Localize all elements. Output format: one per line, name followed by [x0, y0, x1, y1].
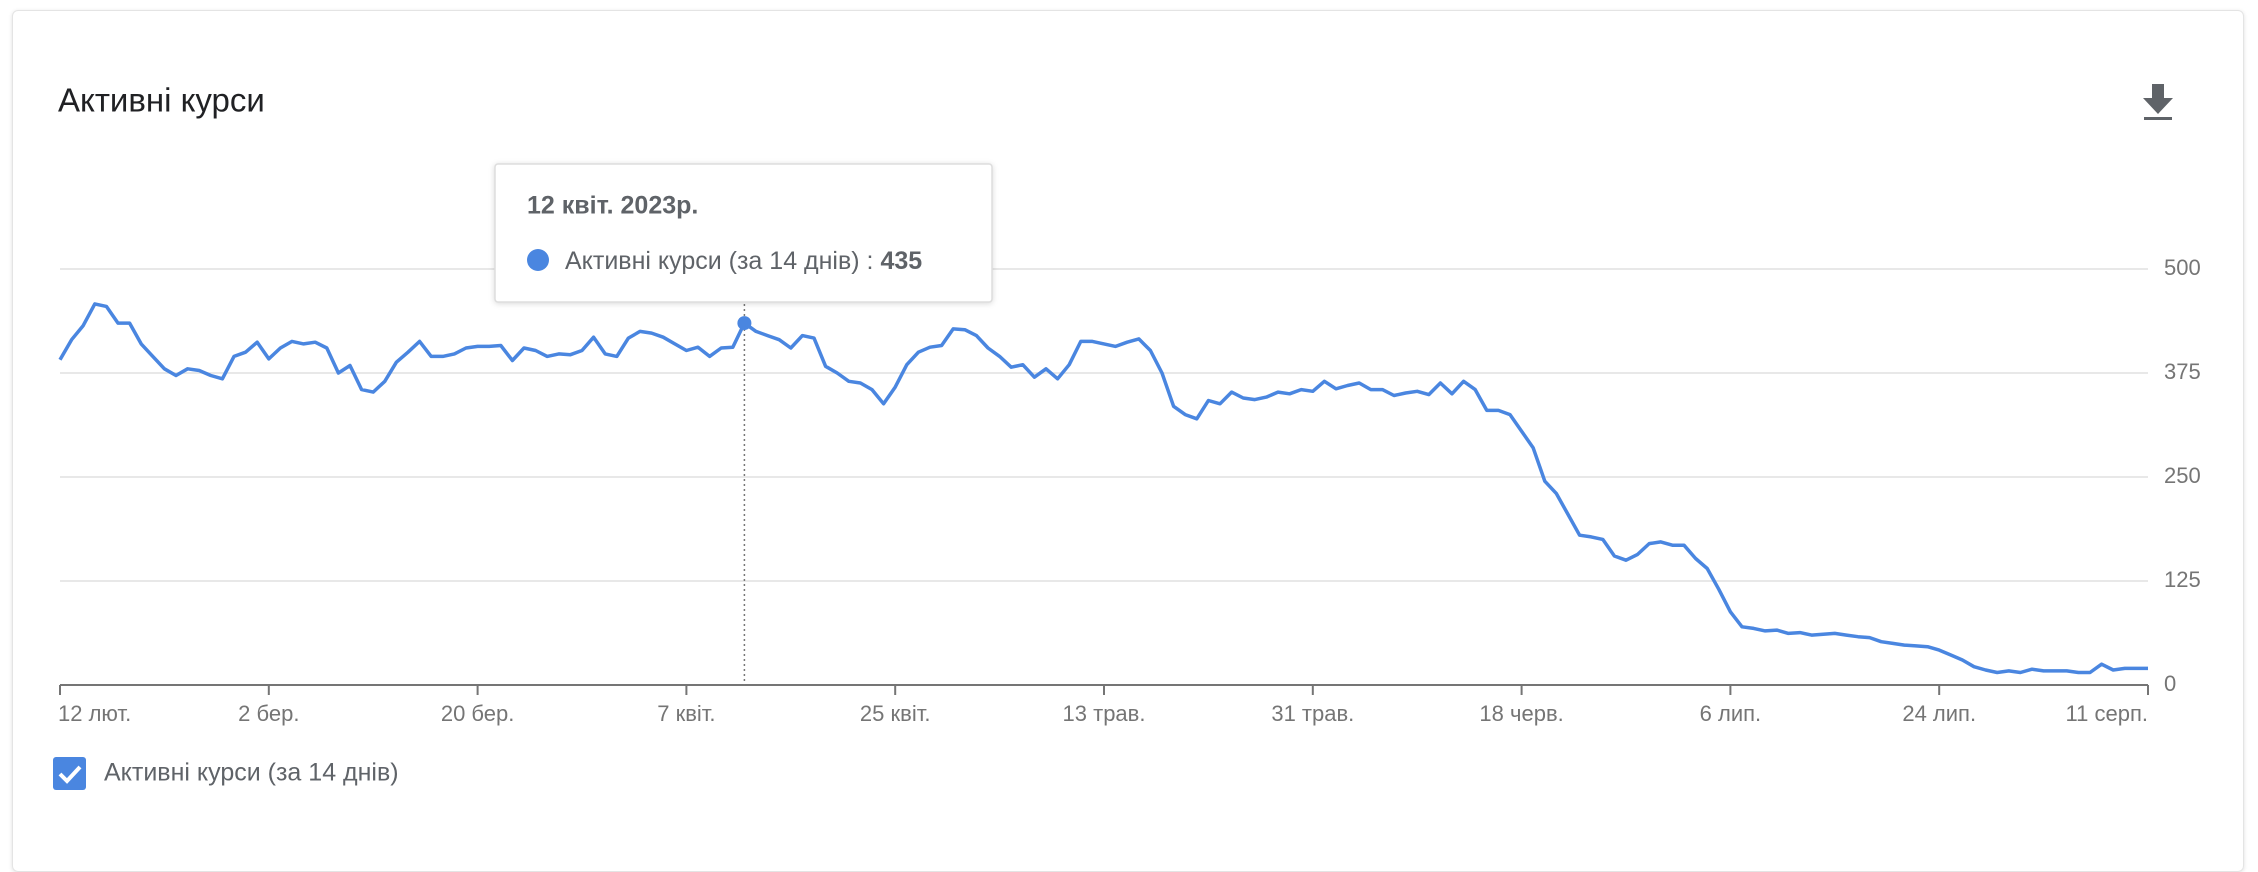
page: Активні курси 0 125 250 375 500 12 лют. 2 бер.… [12, 10, 2244, 872]
tooltip-swatch [527, 249, 549, 271]
series-line [58, 302, 2148, 675]
legend-checkbox[interactable] [53, 757, 86, 790]
y-tick-label: 375 [2164, 359, 2201, 384]
x-tick-label: 13 трав. [1063, 701, 1146, 726]
download-bar[interactable] [2144, 117, 2172, 120]
x-tick-label: 18 черв. [1479, 701, 1563, 726]
download-icon[interactable] [2143, 84, 2173, 120]
x-tick-label: 11 серп. [2066, 701, 2148, 726]
x-tick-label: 2 бер. [238, 701, 299, 726]
tooltip-line: Активні курси (за 14 днів) : 435 [565, 247, 922, 275]
x-tick-label: 12 лют. [58, 701, 131, 726]
tooltip-date: 12 квіт. 2023р. [527, 192, 698, 220]
chart-title: Активні курси [58, 82, 265, 119]
x-tick-label: 6 лип. [1700, 701, 1762, 726]
x-tick-label: 31 трав. [1271, 701, 1354, 726]
chart: Активні курси 0 125 250 375 500 12 лют. 2 бер.… [53, 82, 2201, 790]
tooltip-box [494, 163, 993, 303]
y-tick-label: 250 [2164, 463, 2201, 488]
tooltip-part: Активні курси (за 14 днів) [565, 247, 860, 275]
x-tick-label: 7 квіт. [657, 701, 715, 726]
tooltip-part: 435 [880, 247, 922, 275]
legend[interactable]: Активні курси (за 14 днів) [53, 757, 399, 790]
check-mark [58, 765, 82, 784]
y-tick-label: 0 [2164, 671, 2176, 696]
download-arrow[interactable] [2143, 84, 2173, 114]
tooltip-part: : [867, 247, 874, 275]
y-tick-label: 125 [2164, 567, 2201, 592]
x-tick-label: 20 бер. [441, 701, 515, 726]
legend-label[interactable]: Активні курси (за 14 днів) [104, 759, 399, 787]
x-tick-label: 24 лип. [1902, 701, 1976, 726]
y-tick-label: 500 [2164, 255, 2201, 280]
hover-point [737, 316, 752, 331]
x-tick-label: 25 квіт. [860, 701, 931, 726]
